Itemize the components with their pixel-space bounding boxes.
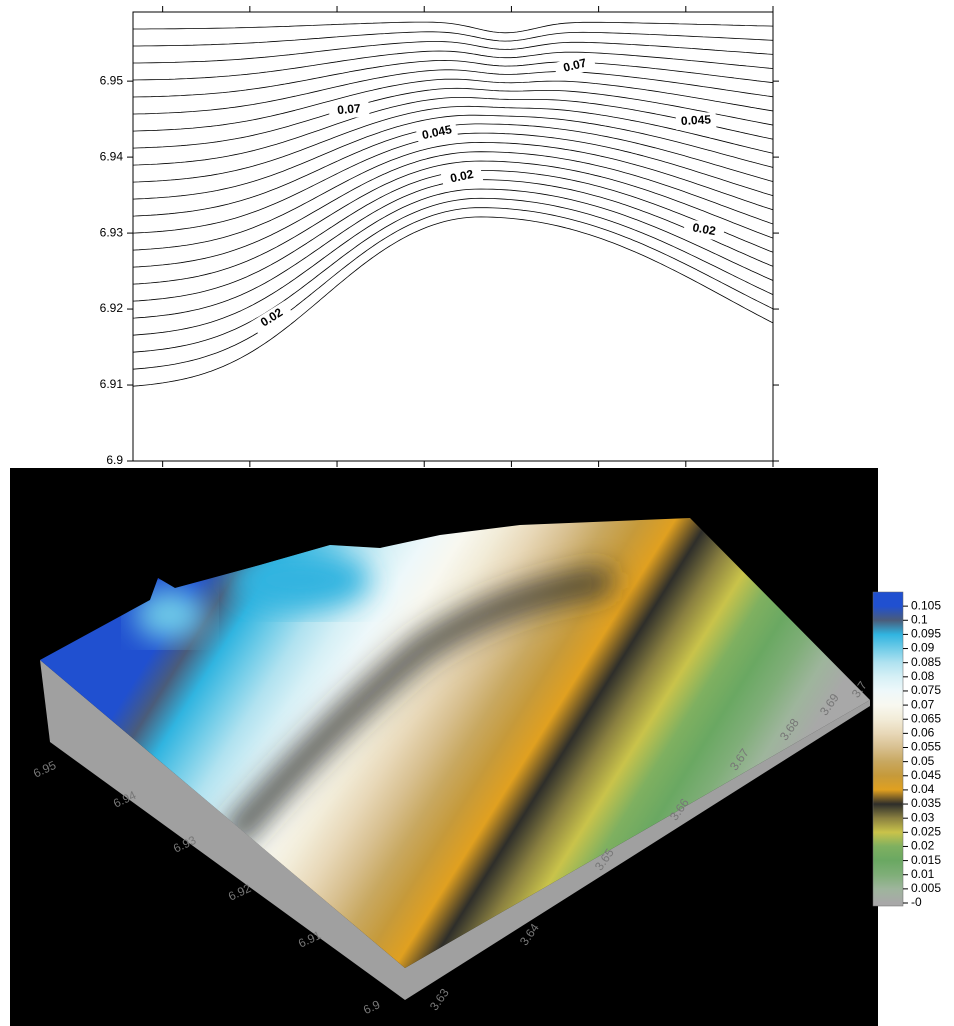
contour-label-group: 0.07: [553, 53, 597, 79]
colorbar-tick-label: 0.055: [911, 740, 941, 754]
contour-label: 0.07: [337, 101, 362, 117]
surface-y-label: 6.9: [361, 997, 382, 1017]
surface-shade: [221, 569, 612, 848]
contour-line: [133, 160, 773, 285]
contour-line: [133, 31, 773, 47]
contour-plot: 0.070.070.0450.0450.020.020.026.96.916.9…: [100, 6, 782, 480]
colorbar-tick-label: 0.09: [911, 641, 935, 655]
colorbar-tick-label: 0.075: [911, 683, 941, 697]
contour-line: [133, 105, 773, 183]
contour-line: [133, 41, 773, 64]
contour-label: 0.07: [562, 56, 588, 75]
contour-label-group: 0.045: [675, 111, 717, 131]
contour-line: [133, 60, 773, 98]
y-tick-label: 6.94: [100, 149, 124, 163]
contour-label-bg: [440, 165, 484, 189]
surface-top: [40, 518, 870, 968]
contour-label-group: 0.02: [682, 218, 726, 242]
contour-label: 0.02: [691, 220, 717, 238]
contour-line: [133, 151, 773, 268]
surface-shade: [135, 590, 205, 640]
surface-shade: [230, 550, 370, 610]
contour-line: [133, 21, 773, 34]
colorbar-tick-label: 0.045: [911, 768, 941, 782]
colorbar: -00.0050.010.0150.020.0250.030.0350.040.…: [872, 591, 941, 909]
colorbar-tick-label: 0.035: [911, 796, 941, 810]
contour-label-bg: [250, 300, 294, 336]
surface-side: [405, 700, 870, 1000]
plot-frame: [132, 11, 774, 462]
colorbar-tick-label: 0.1: [911, 612, 928, 626]
contour-label: 0.02: [449, 167, 475, 186]
colorbar-fill: [872, 591, 904, 907]
contour-line: [133, 78, 773, 132]
surface-shading: [135, 550, 612, 848]
colorbar-tick-label: 0.105: [911, 598, 941, 612]
colorbar-tick-label: -0: [911, 895, 922, 909]
y-tick-label: 6.92: [100, 301, 124, 315]
contour-label-bg: [675, 111, 717, 131]
colorbar-tick-label: 0.03: [911, 810, 935, 824]
contour-line: [133, 50, 773, 81]
colorbar-tick-label: 0.015: [911, 853, 941, 867]
contour-line: [133, 142, 773, 251]
colorbar-tick-label: 0.07: [911, 697, 935, 711]
contour-label-group: 0.07: [328, 100, 370, 120]
contour-label-group: 0.045: [415, 121, 459, 145]
colorbar-tick-label: 0.025: [911, 824, 941, 838]
colorbar-tick-label: 0.08: [911, 669, 935, 683]
contour-label-bg: [553, 53, 597, 79]
contour-line: [133, 188, 773, 336]
colorbar-tick-label: 0.085: [911, 655, 941, 669]
contour-label-bg: [682, 218, 726, 242]
contour-lines: [133, 21, 773, 387]
y-tick-label: 6.91: [100, 377, 124, 391]
y-tick-label: 6.95: [100, 73, 124, 87]
y-tick-label: 6.93: [100, 225, 124, 239]
colorbar-tick-label: 0.05: [911, 754, 935, 768]
contour-line: [133, 216, 773, 387]
colorbar-tick-label: 0.01: [911, 867, 935, 881]
contour-line: [133, 114, 773, 200]
contour-label-group: 0.02: [440, 165, 484, 189]
colorbar-tick-label: 0.065: [911, 711, 941, 725]
contour-label: 0.045: [681, 112, 712, 128]
contour-label: 0.045: [421, 122, 454, 142]
contour-line: [133, 197, 773, 353]
colorbar-tick-label: 0.005: [911, 881, 941, 895]
colorbar-tick-label: 0.06: [911, 726, 935, 740]
y-tick-label: 6.9: [106, 453, 123, 467]
colorbar-tick-label: 0.04: [911, 782, 935, 796]
colorbar-tick-label: 0.095: [911, 627, 941, 641]
contour-label-bg: [415, 121, 459, 145]
contour-label-bg: [328, 100, 370, 120]
surface-side: [40, 660, 405, 1000]
colorbar-tick-label: 0.02: [911, 839, 935, 853]
